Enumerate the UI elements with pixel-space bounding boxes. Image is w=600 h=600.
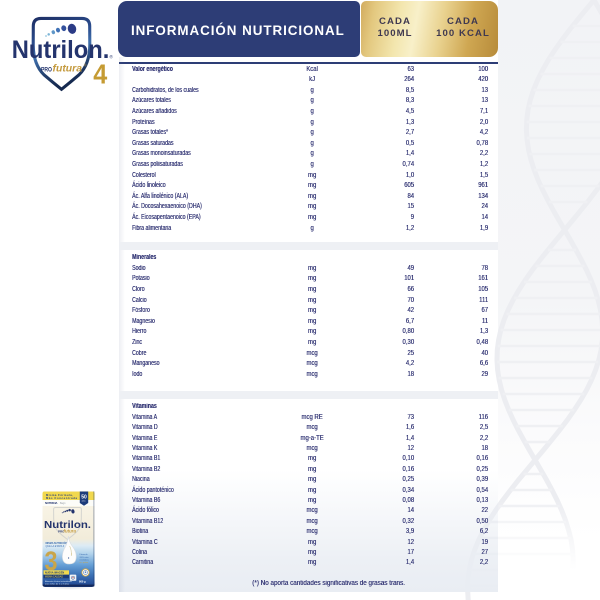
svg-text:vs. polvo: vs. polvo: [80, 562, 89, 564]
svg-text:MISMA NUTRICIÓN: MISMA NUTRICIÓN: [46, 542, 68, 545]
svg-text:®: ®: [84, 64, 87, 68]
svg-text:Más Concentrada: Más Concentrada: [46, 496, 78, 500]
svg-text:PRO: PRO: [41, 67, 52, 74]
svg-text:años: años: [82, 499, 86, 502]
svg-text:Fórmula: Fórmula: [80, 553, 89, 556]
svg-text:NUTRICIA: NUTRICIA: [45, 501, 58, 505]
svg-text:4: 4: [93, 59, 108, 90]
svg-text:20% más: 20% más: [80, 557, 90, 559]
svg-text:Misma Fórmula,: Misma Fórmula,: [46, 493, 73, 497]
svg-text:para niños de 1 a 3 años: para niños de 1 a 3 años: [45, 583, 70, 586]
svg-text:futura: futura: [53, 63, 83, 75]
svg-text:Bagó: Bagó: [60, 503, 66, 505]
svg-text:QUE LA ETAPA 3: QUE LA ETAPA 3: [46, 545, 65, 548]
svg-text:MISMA CALIDAD: MISMA CALIDAD: [45, 576, 63, 579]
svg-text:Nutrilon.: Nutrilon.: [12, 36, 110, 64]
svg-text:800 g: 800 g: [79, 580, 86, 584]
svg-text:Nutrilon.: Nutrilon.: [44, 519, 91, 531]
svg-text:3: 3: [45, 546, 58, 576]
svg-text:50: 50: [81, 495, 87, 501]
svg-text:futura: futura: [64, 529, 77, 534]
svg-text:rendidora: rendidora: [80, 559, 90, 562]
svg-text:PRO: PRO: [58, 529, 65, 533]
svg-text:NUEVA IMAGEN: NUEVA IMAGEN: [45, 572, 64, 575]
svg-text:Alimento lácteo instantáneo: Alimento lácteo instantáneo: [45, 580, 73, 583]
svg-text:®: ®: [110, 54, 114, 60]
